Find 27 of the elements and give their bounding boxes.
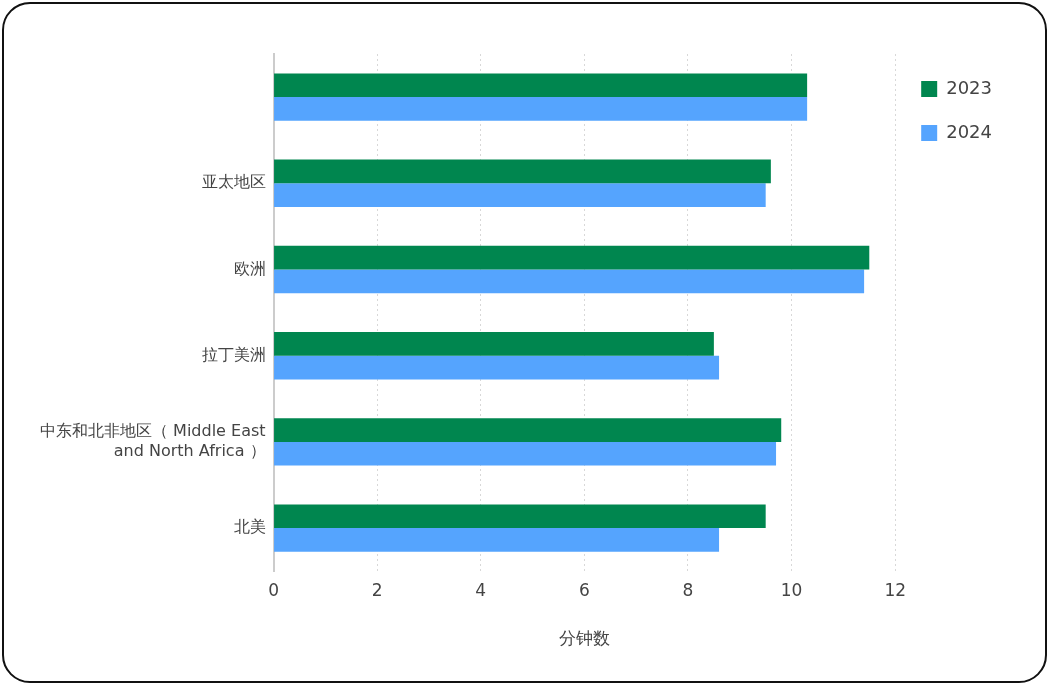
x-tick-label: 2	[371, 579, 383, 600]
bar	[274, 159, 771, 184]
bar	[274, 504, 766, 529]
y-tick-label: 拉丁美洲	[201, 344, 266, 364]
legend-label: 2024	[946, 120, 992, 142]
bar	[274, 269, 865, 294]
y-tick-label: 欧洲	[233, 258, 266, 278]
bar	[274, 441, 777, 466]
x-tick-label: 10	[780, 579, 803, 600]
x-tick-label: 6	[578, 579, 590, 600]
x-tick-label: 12	[884, 579, 907, 600]
bar	[274, 183, 766, 208]
x-tick-label: 4	[475, 579, 487, 600]
bar	[274, 418, 782, 442]
bar	[274, 528, 720, 552]
bar	[274, 355, 720, 380]
y-tick-label: 亚太地区	[201, 172, 266, 192]
y-tick-label: 中东和北非地区（ Middle East and North Africa ）	[40, 421, 266, 460]
legend-label: 2023	[946, 76, 992, 98]
bar	[274, 245, 870, 270]
bar	[274, 97, 808, 121]
x-axis-title: 分钟数	[558, 628, 610, 649]
bar	[274, 332, 714, 356]
bar	[274, 73, 808, 98]
y-tick-label: 北美	[233, 517, 266, 537]
x-tick-label: 0	[268, 579, 279, 600]
x-tick-label: 8	[682, 579, 694, 600]
